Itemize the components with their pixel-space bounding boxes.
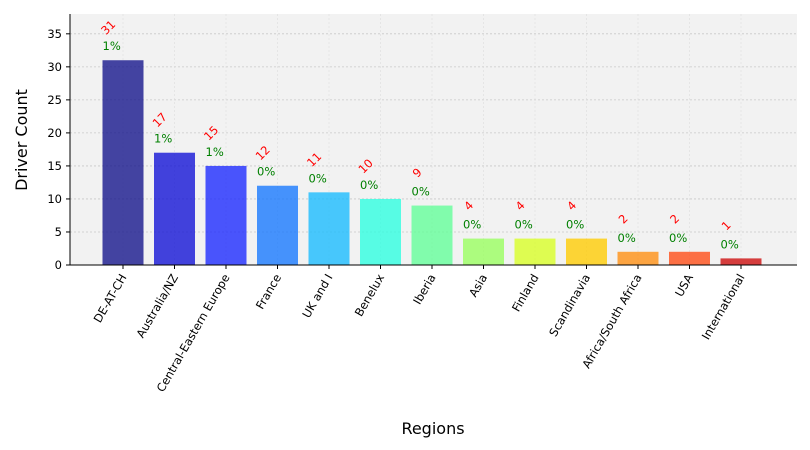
- x-tick-label: Scandinavia: [546, 272, 593, 339]
- bar: [514, 238, 556, 265]
- percent-label: 0%: [669, 231, 687, 245]
- x-tick-label: USA: [672, 271, 696, 299]
- x-tick-label: Finland: [509, 272, 542, 315]
- percent-label: 0%: [515, 218, 533, 232]
- percent-label: 1%: [154, 132, 172, 146]
- percent-label: 0%: [412, 185, 430, 199]
- x-tick-label: France: [253, 272, 284, 312]
- y-axis-title: Driver Count: [12, 89, 31, 191]
- x-tick-label: Africa/South Africa: [579, 272, 644, 371]
- y-tick-label: 15: [47, 159, 62, 173]
- bar: [463, 238, 504, 265]
- percent-label: 0%: [618, 231, 636, 245]
- percent-label: 0%: [257, 165, 275, 179]
- y-axis-ticks: 0 5 10 15 20 25 30 35: [47, 27, 70, 272]
- y-tick-label: 25: [47, 93, 62, 107]
- y-tick-label: 0: [55, 258, 62, 272]
- bar: [411, 205, 453, 265]
- x-tick-label: DE-AT-CH: [91, 272, 130, 326]
- x-tick-label: UK and I: [299, 272, 335, 321]
- bars: [102, 60, 762, 265]
- bar: [154, 152, 195, 265]
- percent-label: 0%: [566, 218, 584, 232]
- y-tick-label: 5: [55, 225, 62, 239]
- bar: [308, 192, 350, 265]
- y-tick-label: 10: [47, 192, 62, 206]
- bar: [257, 185, 298, 265]
- y-tick-label: 20: [47, 126, 62, 140]
- x-tick-label: Iberia: [410, 272, 438, 307]
- percent-label: 1%: [206, 145, 224, 159]
- percent-label: 0%: [721, 237, 739, 251]
- x-tick-label: Asia: [466, 272, 490, 300]
- x-tick-label: Australia/NZ: [133, 271, 181, 340]
- x-tick-label: Benelux: [352, 271, 388, 319]
- data-labels: 1%311%171%150%120%110%100%90%40%40%40%20…: [98, 17, 739, 251]
- percent-label: 0%: [309, 171, 327, 185]
- bar: [205, 165, 247, 265]
- y-tick-label: 30: [47, 60, 62, 74]
- bar: [720, 258, 762, 265]
- percent-label: 0%: [463, 218, 481, 232]
- percent-label: 0%: [360, 178, 378, 192]
- x-tick-label: International: [699, 272, 748, 343]
- bar: [360, 198, 401, 265]
- bar: [566, 238, 607, 265]
- y-tick-label: 35: [47, 27, 62, 41]
- bar: [669, 251, 710, 265]
- bar: [617, 251, 659, 265]
- percent-label: 1%: [103, 39, 121, 53]
- bar: [102, 60, 144, 265]
- x-axis-title: Regions: [401, 419, 464, 438]
